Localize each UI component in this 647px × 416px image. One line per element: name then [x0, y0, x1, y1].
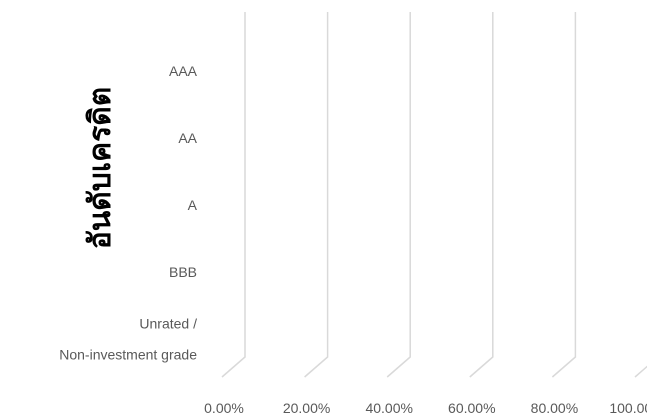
y-category-label: BBB — [169, 264, 197, 280]
gridline — [386, 12, 411, 378]
y-category-label: A — [188, 197, 198, 213]
gridline — [634, 365, 647, 378]
gridline — [304, 12, 329, 378]
y-category-label: AA — [178, 130, 197, 146]
x-tick-label: 100.00% — [609, 400, 647, 416]
y-axis-title: อันดับเครดิต — [83, 87, 118, 249]
x-tick-label: 40.00% — [365, 400, 412, 416]
y-category-label: AAA — [169, 63, 198, 79]
x-axis-tick-labels: 0.00% 20.00% 40.00% 60.00% 80.00% 100.00% — [204, 400, 647, 416]
y-category-label: Unrated / Non-investment grade — [59, 316, 197, 363]
gridline — [469, 12, 494, 378]
gridline — [551, 12, 577, 378]
x-tick-label: 0.00% — [204, 400, 244, 416]
gridline — [221, 12, 246, 378]
x-tick-label: 20.00% — [283, 400, 330, 416]
gridlines — [221, 12, 647, 378]
x-tick-label: 80.00% — [531, 400, 578, 416]
x-tick-label: 60.00% — [448, 400, 495, 416]
